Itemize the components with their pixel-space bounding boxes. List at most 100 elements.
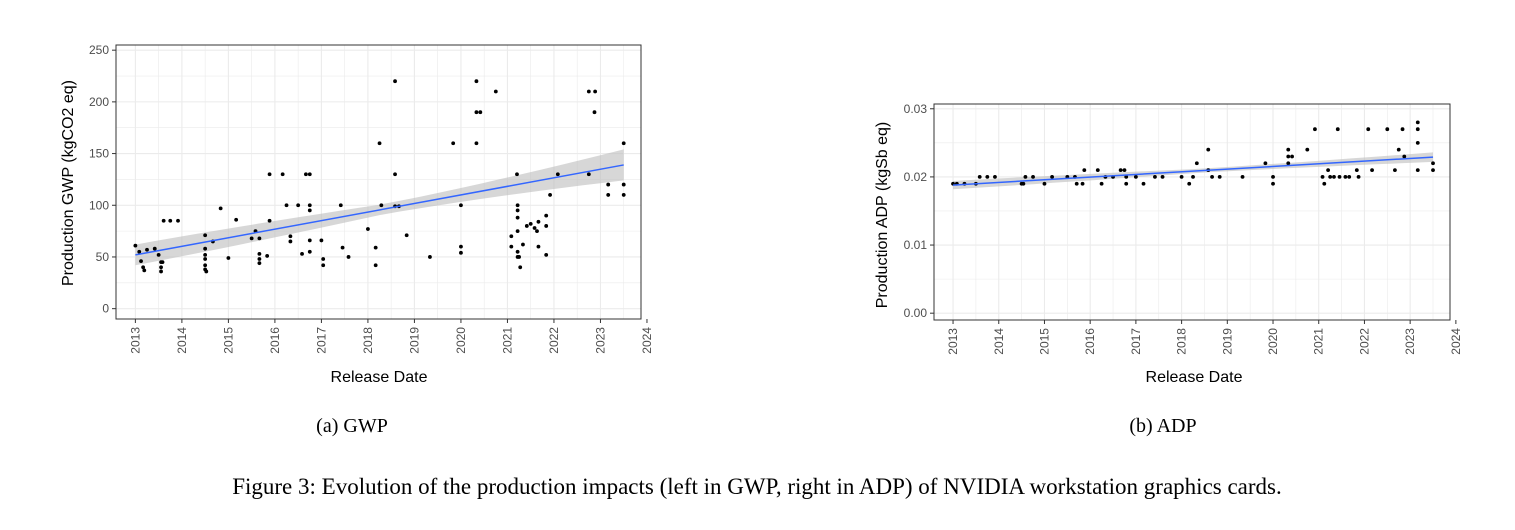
adp-x-tick-label: 2013 (946, 328, 960, 355)
gwp-data-point (606, 182, 611, 187)
gwp-data-point (535, 229, 539, 234)
adp-y-tick-label: 0.03 (904, 102, 928, 116)
adp-data-point (977, 175, 982, 179)
gwp-data-point (159, 265, 163, 270)
gwp-data-point (152, 246, 157, 251)
gwp-data-point (139, 259, 143, 263)
gwp-data-point (307, 249, 312, 254)
adp-data-point (1402, 154, 1407, 159)
gwp-data-point (203, 252, 208, 257)
adp-x-tick-label: 2018 (1175, 328, 1189, 355)
chart-adp-xlabel: Release Date (1146, 369, 1243, 386)
adp-data-point (1206, 147, 1211, 152)
adp-data-point (1124, 175, 1129, 179)
adp-data-point (1095, 168, 1100, 172)
gwp-data-point (509, 234, 514, 239)
gwp-data-point (234, 217, 239, 222)
gwp-data-point (304, 172, 308, 177)
gwp-x-tick-label: 2019 (407, 327, 421, 354)
gwp-data-point (377, 141, 382, 146)
adp-x-tick-label: 2014 (992, 328, 1006, 355)
gwp-panel-border (115, 44, 642, 320)
chart-gwp-ylabel: Production GWP (kgCO2 eq) (60, 80, 77, 286)
gwp-data-point (346, 255, 351, 259)
adp-data-point (1286, 147, 1291, 152)
adp-data-point (1050, 175, 1054, 179)
gwp-data-point (393, 172, 397, 177)
adp-data-point (1210, 175, 1214, 179)
adp-data-point (1415, 140, 1420, 145)
adp-data-point (1320, 175, 1325, 179)
gwp-data-point (142, 268, 147, 273)
chart-gwp: Production GWP (kgCO2 eq) Release Date (… (60, 43, 654, 437)
gwp-data-point (257, 257, 262, 261)
gwp-data-point (204, 269, 209, 274)
gwp-data-point (203, 257, 208, 261)
gwp-data-point (518, 265, 523, 270)
gwp-data-point (606, 193, 611, 197)
gwp-data-point (555, 172, 560, 177)
adp-data-point (1415, 127, 1420, 132)
adp-x-tick-label: 2021 (1312, 328, 1326, 355)
gwp-data-point (393, 79, 397, 84)
gwp-data-point (307, 208, 312, 213)
gwp-data-point (267, 218, 272, 223)
adp-plot-panel (934, 104, 1450, 320)
adp-data-point (1271, 175, 1275, 179)
gwp-data-point (459, 203, 463, 208)
adp-x-tick-label: 2022 (1357, 328, 1371, 355)
gwp-x-tick-label: 2024 (640, 327, 654, 354)
adp-data-point (1271, 181, 1275, 186)
adp-data-point (1141, 181, 1146, 186)
adp-data-point (1240, 175, 1245, 179)
gwp-x-tick-label: 2018 (361, 327, 375, 354)
gwp-data-point (257, 261, 262, 266)
gwp-y-tick-label: 200 (89, 95, 109, 109)
gwp-data-point (265, 254, 270, 258)
adp-data-point (1042, 181, 1047, 186)
gwp-data-point (203, 263, 208, 268)
gwp-data-point (288, 239, 293, 244)
gwp-data-point (451, 141, 456, 146)
gwp-data-point (145, 247, 149, 252)
adp-data-point (1082, 168, 1087, 172)
gwp-data-point (296, 203, 301, 208)
adp-data-point (1366, 127, 1371, 132)
adp-x-tick-label: 2016 (1083, 328, 1097, 355)
gwp-data-point (137, 249, 142, 254)
adp-data-point (1332, 175, 1336, 179)
adp-data-point (1337, 175, 1342, 179)
gwp-x-tick-label: 2023 (593, 327, 607, 354)
gwp-x-tick-label: 2022 (547, 327, 561, 354)
gwp-data-point (321, 263, 326, 268)
adp-data-point (1431, 168, 1435, 172)
adp-data-point (1263, 161, 1268, 166)
adp-data-point (1122, 168, 1127, 172)
gwp-data-point (280, 172, 285, 177)
adp-data-point (1431, 161, 1435, 166)
chart-adp-ylabel: Production ADP (kgSb eq) (874, 122, 891, 308)
gwp-data-point (160, 260, 165, 265)
adp-data-point (1335, 127, 1340, 132)
gwp-y-tick-label: 100 (89, 198, 109, 212)
adp-data-point (1290, 154, 1294, 159)
gwp-data-point (459, 244, 463, 249)
gwp-data-point (267, 172, 272, 177)
gwp-data-point (544, 252, 549, 257)
gwp-data-point (300, 251, 304, 256)
adp-data-point (1393, 168, 1397, 172)
gwp-data-point (586, 89, 591, 94)
gwp-data-point (521, 242, 525, 247)
gwp-data-point (156, 252, 161, 257)
gwp-data-point (621, 193, 626, 197)
gwp-x-tick-label: 2016 (268, 327, 282, 354)
gwp-data-point (474, 110, 479, 115)
adp-points (951, 120, 1435, 186)
adp-data-point (1187, 181, 1192, 186)
gwp-data-point (428, 255, 432, 259)
gwp-data-point (528, 221, 533, 226)
adp-data-point (1153, 175, 1157, 179)
gwp-data-point (536, 244, 541, 249)
adp-data-point (1343, 175, 1348, 179)
